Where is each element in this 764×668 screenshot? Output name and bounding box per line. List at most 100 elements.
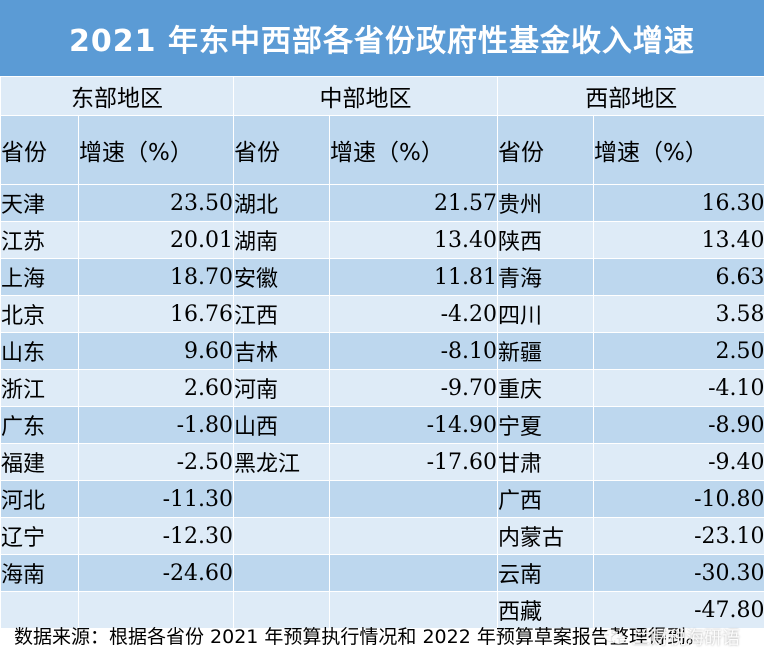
province-cell: 西藏 xyxy=(497,591,594,628)
header-province: 省份 xyxy=(0,115,79,185)
province-cell: 河南 xyxy=(233,369,330,407)
growth-value-cell: -2.50 xyxy=(78,443,234,481)
province-cell: 浙江 xyxy=(0,369,79,407)
growth-value-cell: 11.81 xyxy=(329,258,498,296)
column-header-row: 省份 增速（%） 省份 增速（%） 省份 增速（%） xyxy=(0,115,764,185)
header-growth: 增速（%） xyxy=(593,115,764,185)
growth-value-cell: 16.30 xyxy=(593,184,764,222)
growth-value-cell: -14.90 xyxy=(329,406,498,444)
province-cell: 江苏 xyxy=(0,221,79,259)
table-row: 福建 -2.50 黑龙江 -17.60 甘肃 -9.40 xyxy=(0,443,764,481)
province-cell: 黑龙江 xyxy=(233,443,330,481)
table-title: 2021 年东中西部各省份政府性基金收入增速 xyxy=(0,0,764,76)
header-province: 省份 xyxy=(233,115,330,185)
header-growth: 增速（%） xyxy=(329,115,498,185)
province-cell: 新疆 xyxy=(497,332,594,370)
province-cell: 辽宁 xyxy=(0,517,79,555)
province-cell: 北京 xyxy=(0,295,79,333)
growth-value-cell: 13.40 xyxy=(593,221,764,259)
header-growth: 增速（%） xyxy=(78,115,234,185)
province-cell: 河北 xyxy=(0,480,79,518)
growth-value-cell: -9.70 xyxy=(329,369,498,407)
growth-value-cell: 16.76 xyxy=(78,295,234,333)
growth-value-cell: -11.30 xyxy=(78,480,234,518)
header-province: 省份 xyxy=(497,115,594,185)
province-cell: 湖北 xyxy=(233,184,330,222)
growth-value-cell xyxy=(329,517,498,555)
growth-value-cell xyxy=(329,554,498,592)
province-cell xyxy=(233,554,330,592)
growth-value-cell: 2.60 xyxy=(78,369,234,407)
growth-value-cell: -1.80 xyxy=(78,406,234,444)
province-cell xyxy=(233,591,330,628)
province-cell: 安徽 xyxy=(233,258,330,296)
growth-value-cell xyxy=(78,591,234,628)
growth-value-cell: 2.50 xyxy=(593,332,764,370)
table-row: 西藏 -47.80 xyxy=(0,591,764,628)
province-cell xyxy=(233,480,330,518)
growth-value-cell: -10.80 xyxy=(593,480,764,518)
growth-value-cell: -17.60 xyxy=(329,443,498,481)
province-cell: 山东 xyxy=(0,332,79,370)
watermark-label: 兰财税海研语 xyxy=(632,628,740,649)
table-row: 天津 23.50 湖北 21.57 贵州 16.30 xyxy=(0,184,764,222)
growth-value-cell: -8.90 xyxy=(593,406,764,444)
growth-value-cell: -47.80 xyxy=(593,591,764,628)
growth-value-cell: -4.10 xyxy=(593,369,764,407)
growth-value-cell: -24.60 xyxy=(78,554,234,592)
province-cell: 天津 xyxy=(0,184,79,222)
province-cell: 青海 xyxy=(497,258,594,296)
province-cell xyxy=(0,591,79,628)
growth-value-cell: 9.60 xyxy=(78,332,234,370)
table-row: 北京 16.76 江西 -4.20 四川 3.58 xyxy=(0,295,764,333)
table-row: 山东 9.60 吉林 -8.10 新疆 2.50 xyxy=(0,332,764,370)
province-cell: 贵州 xyxy=(497,184,594,222)
growth-value-cell xyxy=(329,480,498,518)
growth-value-cell: 13.40 xyxy=(329,221,498,259)
table-row: 江苏 20.01 湖南 13.40 陕西 13.40 xyxy=(0,221,764,259)
table-row: 海南 -24.60 云南 -30.30 xyxy=(0,554,764,592)
table-row: 浙江 2.60 河南 -9.70 重庆 -4.10 xyxy=(0,369,764,407)
province-cell: 宁夏 xyxy=(497,406,594,444)
province-cell: 湖南 xyxy=(233,221,330,259)
province-cell: 海南 xyxy=(0,554,79,592)
province-cell: 广西 xyxy=(497,480,594,518)
province-cell: 四川 xyxy=(497,295,594,333)
growth-value-cell: 3.58 xyxy=(593,295,764,333)
province-cell: 甘肃 xyxy=(497,443,594,481)
growth-value-cell xyxy=(329,591,498,628)
table-row: 广东 -1.80 山西 -14.90 宁夏 -8.90 xyxy=(0,406,764,444)
province-cell: 山西 xyxy=(233,406,330,444)
table-row: 河北 -11.30 广西 -10.80 xyxy=(0,480,764,518)
region-central: 中部地区 xyxy=(233,76,498,116)
growth-value-cell: -8.10 xyxy=(329,332,498,370)
growth-value-cell: -23.10 xyxy=(593,517,764,555)
growth-table: 东部地区 中部地区 西部地区 省份 增速（%） 省份 增速（%） 省份 增速（%… xyxy=(0,76,764,628)
growth-value-cell: -30.30 xyxy=(593,554,764,592)
growth-value-cell: 18.70 xyxy=(78,258,234,296)
province-cell: 吉林 xyxy=(233,332,330,370)
province-cell: 广东 xyxy=(0,406,79,444)
province-cell: 陕西 xyxy=(497,221,594,259)
growth-value-cell: 20.01 xyxy=(78,221,234,259)
region-east: 东部地区 xyxy=(0,76,234,116)
source-footnote: 数据来源：根据各省份 2021 年预算执行情况和 2022 年预算草案报告整理得… xyxy=(14,626,705,648)
table-row: 上海 18.70 安徽 11.81 青海 6.63 xyxy=(0,258,764,296)
region-header-row: 东部地区 中部地区 西部地区 xyxy=(0,76,764,116)
growth-value-cell: -9.40 xyxy=(593,443,764,481)
growth-value-cell: -4.20 xyxy=(329,295,498,333)
growth-value-cell: -12.30 xyxy=(78,517,234,555)
table-row: 辽宁 -12.30 内蒙古 -23.10 xyxy=(0,517,764,555)
chat-bubble-icon xyxy=(604,628,626,646)
province-cell: 江西 xyxy=(233,295,330,333)
growth-value-cell: 6.63 xyxy=(593,258,764,296)
province-cell xyxy=(233,517,330,555)
province-cell: 云南 xyxy=(497,554,594,592)
province-cell: 内蒙古 xyxy=(497,517,594,555)
region-west: 西部地区 xyxy=(497,76,764,116)
growth-value-cell: 23.50 xyxy=(78,184,234,222)
province-cell: 重庆 xyxy=(497,369,594,407)
growth-value-cell: 21.57 xyxy=(329,184,498,222)
province-cell: 上海 xyxy=(0,258,79,296)
province-cell: 福建 xyxy=(0,443,79,481)
